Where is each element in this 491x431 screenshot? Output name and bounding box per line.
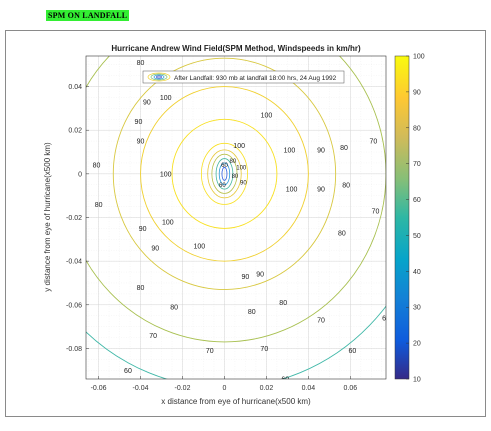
contour-label: 80 bbox=[279, 300, 287, 307]
contour-label: 100 bbox=[160, 171, 172, 178]
contour-label: 80 bbox=[342, 182, 350, 189]
eye-contour-label: 100 bbox=[236, 165, 247, 171]
y-tick-label: -0.04 bbox=[66, 259, 82, 266]
contour-label: 100 bbox=[284, 147, 296, 154]
x-tick-label: -0.06 bbox=[91, 385, 107, 392]
eye-contour-label: 60 bbox=[221, 163, 228, 169]
colorbar-tick-label: 80 bbox=[413, 125, 421, 132]
x-tick-label: -0.02 bbox=[175, 385, 191, 392]
contour-label: 60 bbox=[349, 348, 357, 355]
document-heading: SPM ON LANDFALL bbox=[46, 10, 130, 21]
colorbar-tick-label: 20 bbox=[413, 341, 421, 348]
y-tick-label: 0.04 bbox=[68, 84, 82, 91]
contour-label: 80 bbox=[95, 202, 103, 209]
contour-label: 70 bbox=[260, 346, 268, 353]
contour-label: 90 bbox=[139, 226, 147, 233]
inner-contour-80 bbox=[211, 153, 238, 194]
contour-label: 100 bbox=[286, 187, 298, 194]
contour-label: 80 bbox=[340, 145, 348, 152]
x-axis-label: x distance from eye of hurricane(x500 km… bbox=[161, 397, 311, 406]
contour-label: 80 bbox=[338, 230, 346, 237]
y-axis-ticks: 0.04 0.02 0 -0.02 -0.04 -0.06 -0.08 bbox=[66, 84, 89, 353]
x-tick-label: -0.04 bbox=[133, 385, 149, 392]
contour-label: 90 bbox=[317, 147, 325, 154]
contour-label: 90 bbox=[317, 187, 325, 194]
contour-label: 100 bbox=[261, 112, 273, 119]
eye-contour-label: 80 bbox=[232, 174, 239, 180]
contour-label: 70 bbox=[206, 348, 214, 355]
contour-label: 90 bbox=[151, 246, 159, 253]
chart-title: Hurricane Andrew Wind Field(SPM Method, … bbox=[111, 44, 361, 53]
contour-label: 100 bbox=[193, 243, 205, 250]
colorbar-tick-label: 30 bbox=[413, 305, 421, 312]
contour-label: 90 bbox=[242, 274, 250, 281]
x-tick-label: 0 bbox=[223, 385, 227, 392]
contour-label: 80 bbox=[248, 309, 256, 316]
inner-contour-40 bbox=[218, 162, 231, 186]
y-tick-label: 0 bbox=[78, 171, 82, 178]
inner-contour-20 bbox=[221, 166, 228, 181]
legend-swatch bbox=[147, 72, 171, 82]
colorbar-tick-label: 90 bbox=[413, 89, 421, 96]
y-tick-label: 0.02 bbox=[68, 128, 82, 135]
contour-label: 100 bbox=[160, 95, 172, 102]
contour-lines bbox=[86, 56, 386, 379]
inner-contour-100 bbox=[200, 142, 248, 205]
x-tick-label: 0.02 bbox=[260, 385, 274, 392]
colorbar-ticks: 10 20 30 40 50 60 70 80 90 100 bbox=[406, 54, 425, 384]
contour-label: 90 bbox=[256, 272, 264, 279]
inner-contour-60 bbox=[215, 158, 234, 190]
colorbar bbox=[394, 55, 410, 380]
major-grid bbox=[86, 56, 386, 379]
contour-label: 80 bbox=[170, 304, 178, 311]
eye-contour-label: 60 bbox=[219, 183, 226, 189]
y-tick-label: -0.06 bbox=[66, 302, 82, 309]
colorbar-tick-label: 60 bbox=[413, 197, 421, 204]
colorbar-tick-label: 40 bbox=[413, 269, 421, 276]
contour-ring-90 bbox=[140, 86, 309, 262]
y-axis-label: y distance from eye of hurricane(x500 km… bbox=[43, 142, 52, 292]
y-tick-label: -0.08 bbox=[66, 346, 82, 353]
contour-label: 90 bbox=[137, 139, 145, 146]
colorbar-tick-label: 70 bbox=[413, 161, 421, 168]
x-tick-label: 0.06 bbox=[344, 385, 358, 392]
contour-ring-70 bbox=[86, 56, 386, 343]
contour-ring-80 bbox=[112, 57, 337, 290]
contour-label: 80 bbox=[93, 163, 101, 170]
x-tick-label: 0.04 bbox=[302, 385, 316, 392]
contour-label: 70 bbox=[370, 139, 378, 146]
contour-label: 70 bbox=[317, 318, 325, 325]
legend: After Landfall: 930 mb at landfall 18:00… bbox=[142, 70, 345, 84]
wind-field-chart: Hurricane Andrew Wind Field(SPM Method, … bbox=[43, 44, 425, 406]
contour-label: 60 bbox=[382, 315, 390, 322]
contour-label: 70 bbox=[149, 333, 157, 340]
contour-label: 100 bbox=[233, 143, 245, 150]
colorbar-tick-label: 50 bbox=[413, 233, 421, 240]
y-tick-label: -0.02 bbox=[66, 215, 82, 222]
x-axis-ticks: -0.06 -0.04 -0.02 0 0.02 0.04 0.06 bbox=[91, 376, 358, 392]
figure-frame: Hurricane Andrew Wind Field(SPM Method, … bbox=[5, 30, 486, 417]
contour-label: 60 bbox=[281, 377, 289, 384]
eye-contour-label: 80 bbox=[230, 159, 237, 165]
colorbar-tick-label: 100 bbox=[413, 54, 425, 61]
contour-label: 90 bbox=[135, 119, 143, 126]
inner-contour-90 bbox=[207, 149, 242, 199]
contour-label: 90 bbox=[143, 99, 151, 106]
colorbar-tick-label: 10 bbox=[413, 377, 421, 384]
contour-label: 80 bbox=[137, 60, 145, 67]
contour-label: 70 bbox=[372, 208, 380, 215]
contour-label: 60 bbox=[124, 368, 132, 375]
contour-label: 100 bbox=[162, 219, 174, 226]
eye-contour-label: 90 bbox=[240, 181, 247, 187]
contour-ring-100 bbox=[171, 118, 278, 229]
contour-label: 80 bbox=[137, 285, 145, 292]
legend-entry: After Landfall: 930 mb at landfall 18:00… bbox=[174, 75, 337, 82]
legend-box bbox=[142, 70, 345, 84]
